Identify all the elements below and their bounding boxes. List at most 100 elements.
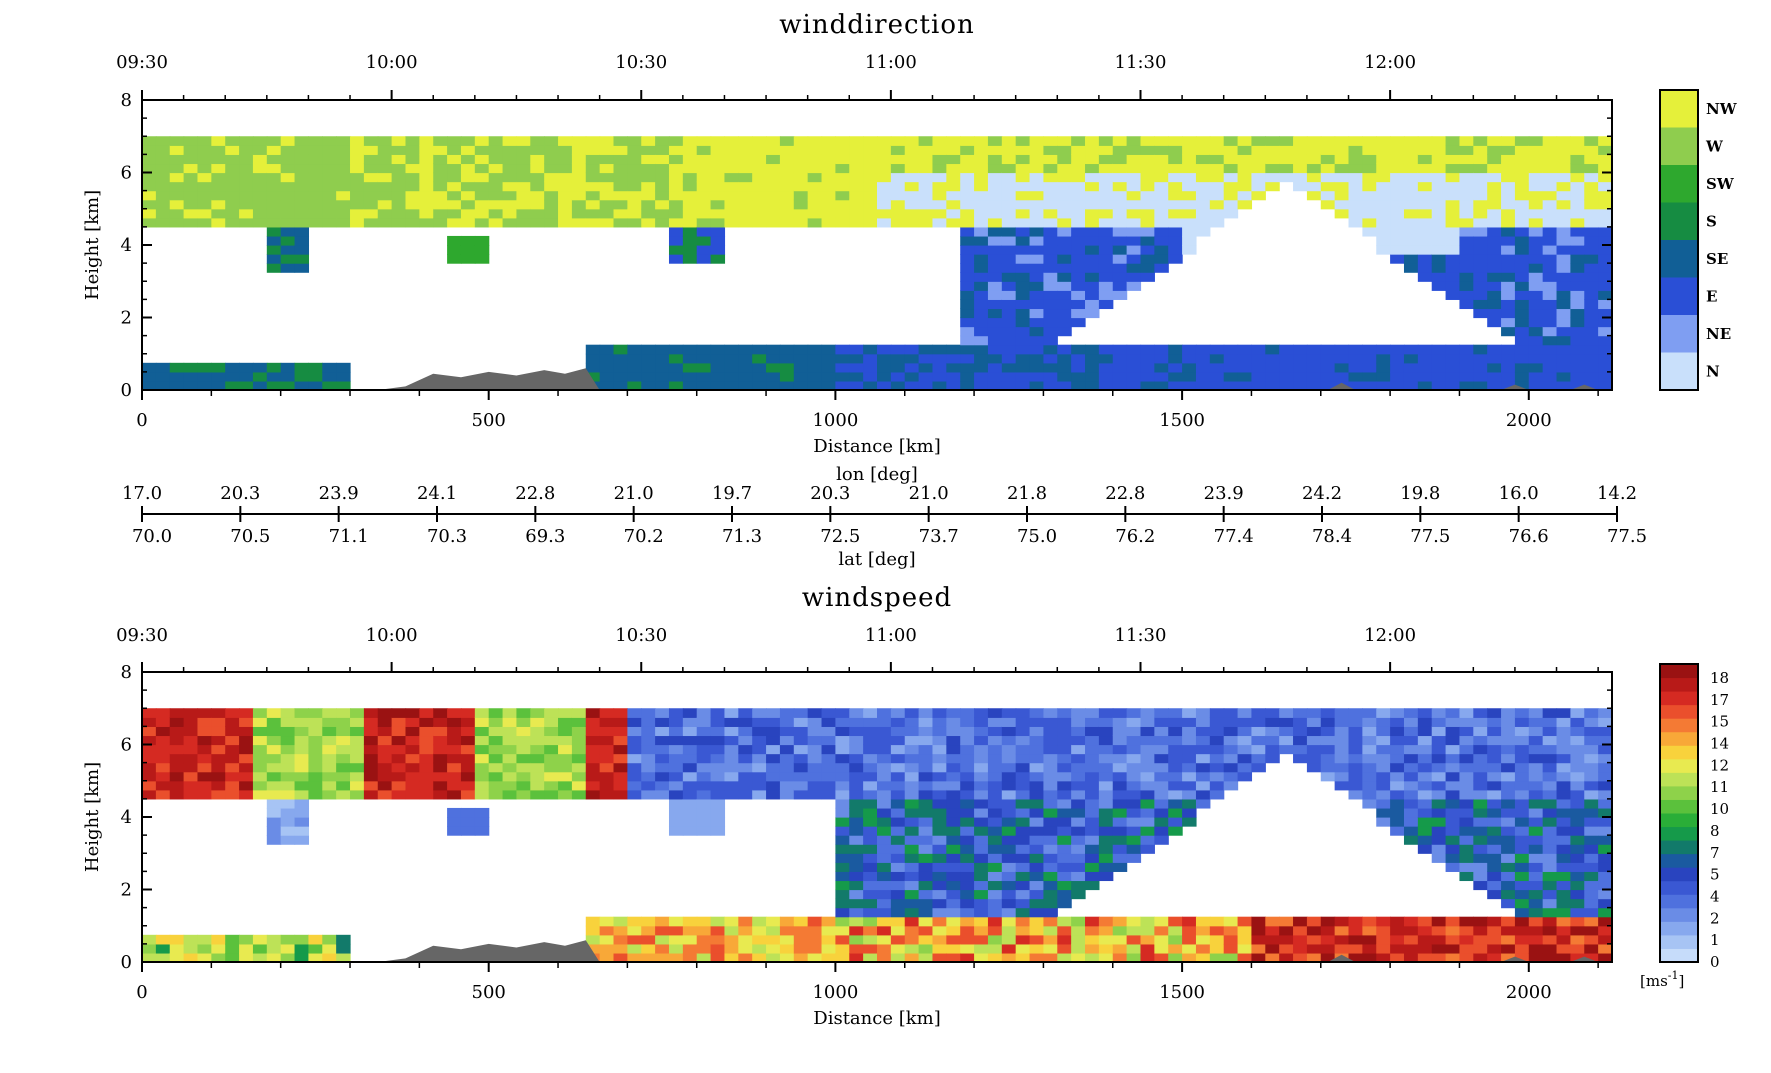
heatmap-cell xyxy=(433,181,448,192)
heatmap-cell xyxy=(863,880,878,891)
heatmap-cell xyxy=(363,217,379,228)
heatmap-cell xyxy=(1043,807,1058,818)
heatmap-cell xyxy=(1015,335,1031,346)
heatmap-cell xyxy=(1182,154,1197,165)
heatmap-cell xyxy=(1085,208,1100,219)
heatmap-cell xyxy=(779,145,795,155)
heatmap-cell xyxy=(1403,199,1419,210)
heatmap-cell xyxy=(1487,344,1502,355)
heatmap-cell xyxy=(1514,898,1530,909)
heatmap-cell xyxy=(696,245,712,255)
heatmap-cell xyxy=(1029,235,1045,246)
heatmap-cell xyxy=(1001,245,1017,255)
heatmap-cell xyxy=(1584,871,1599,882)
heatmap-cell xyxy=(1556,208,1571,219)
heatmap-cell xyxy=(1584,181,1599,192)
heatmap-cell xyxy=(641,145,656,155)
heatmap-cell xyxy=(225,199,240,210)
heatmap-cell xyxy=(1459,717,1474,727)
heatmap-cell xyxy=(724,780,739,791)
heatmap-cell xyxy=(668,826,684,836)
heatmap-cell xyxy=(1459,353,1474,364)
heatmap-cell xyxy=(447,817,462,827)
heatmap-cell xyxy=(1195,154,1211,165)
heatmap-cell xyxy=(1043,145,1058,155)
x-tick-label: 0 xyxy=(136,410,147,431)
heatmap-cell xyxy=(142,145,157,155)
heatmap-cell xyxy=(1223,726,1239,737)
heatmap-cell xyxy=(225,780,240,791)
heatmap-cell xyxy=(627,145,642,155)
heatmap-cell xyxy=(655,708,670,718)
heatmap-cell xyxy=(1098,172,1114,183)
heatmap-cell xyxy=(1237,353,1253,364)
heatmap-cell xyxy=(849,771,864,782)
heatmap-cell xyxy=(738,371,753,382)
heatmap-cell xyxy=(1126,925,1142,936)
heatmap-cell xyxy=(1556,245,1571,255)
heatmap-cell xyxy=(1417,762,1433,773)
heatmap-cell xyxy=(266,753,282,764)
heatmap-cell xyxy=(350,717,365,727)
heatmap-cell xyxy=(918,154,934,165)
heatmap-cell xyxy=(1126,807,1142,818)
heatmap-cell xyxy=(668,916,684,927)
heatmap-cell xyxy=(863,807,878,818)
heatmap-cell xyxy=(1445,798,1461,809)
heatmap-cell xyxy=(1570,145,1585,155)
heatmap-cell xyxy=(821,717,836,727)
heatmap-cell xyxy=(710,181,726,192)
heatmap-cell xyxy=(308,762,323,773)
heatmap-cell xyxy=(696,780,712,791)
heatmap-cell xyxy=(1043,245,1058,255)
heatmap-cell xyxy=(1223,163,1239,174)
heatmap-cell xyxy=(211,771,226,782)
lon-tick-label: 20.3 xyxy=(810,483,850,504)
heatmap-cell xyxy=(197,181,212,192)
heatmap-cell xyxy=(1182,916,1197,927)
heatmap-cell xyxy=(821,925,836,936)
heatmap-cell xyxy=(1403,163,1419,174)
heatmap-cell xyxy=(1584,226,1599,237)
heatmap-cell xyxy=(1403,789,1419,800)
heatmap-cell xyxy=(585,789,601,800)
heatmap-cell xyxy=(752,771,767,782)
heatmap-cell xyxy=(1514,726,1530,737)
heatmap-cell xyxy=(1584,299,1599,310)
heatmap-cell xyxy=(1473,925,1488,936)
heatmap-cell xyxy=(641,717,656,727)
heatmap-cell xyxy=(1057,934,1072,945)
heatmap-cell xyxy=(1459,362,1474,373)
heatmap-cell xyxy=(183,744,199,755)
heatmap-cell xyxy=(197,163,212,174)
heatmap-cell xyxy=(183,717,199,727)
heatmap-cell xyxy=(1584,290,1599,300)
heatmap-cell xyxy=(585,362,601,373)
heatmap-cell xyxy=(1376,163,1391,174)
heatmap-cell xyxy=(779,217,795,228)
heatmap-cell xyxy=(793,136,809,146)
heatmap-cell xyxy=(1001,789,1017,800)
heatmap-cell xyxy=(960,208,975,219)
heatmap-cell xyxy=(1057,254,1072,264)
heatmap-cell xyxy=(1029,281,1045,291)
heatmap-cell xyxy=(1487,172,1502,183)
heatmap-cell xyxy=(710,753,726,764)
heatmap-cell xyxy=(1584,826,1599,836)
heatmap-cell xyxy=(1279,934,1294,945)
heatmap-cell xyxy=(613,353,628,364)
heatmap-cell xyxy=(502,136,518,146)
heatmap-cell xyxy=(1501,245,1516,255)
heatmap-cell xyxy=(877,344,892,355)
heatmap-cell xyxy=(1376,208,1391,219)
heatmap-cell xyxy=(1168,798,1183,809)
heatmap-cell xyxy=(918,771,934,782)
heatmap-cell xyxy=(460,217,476,228)
heatmap-cell xyxy=(668,235,684,246)
heatmap-cell xyxy=(294,371,310,382)
heatmap-cell xyxy=(1154,154,1169,165)
heatmap-cell xyxy=(1542,735,1558,746)
heatmap-cell xyxy=(1182,708,1197,718)
heatmap-cell xyxy=(960,190,975,201)
heatmap-cell xyxy=(1306,943,1322,954)
